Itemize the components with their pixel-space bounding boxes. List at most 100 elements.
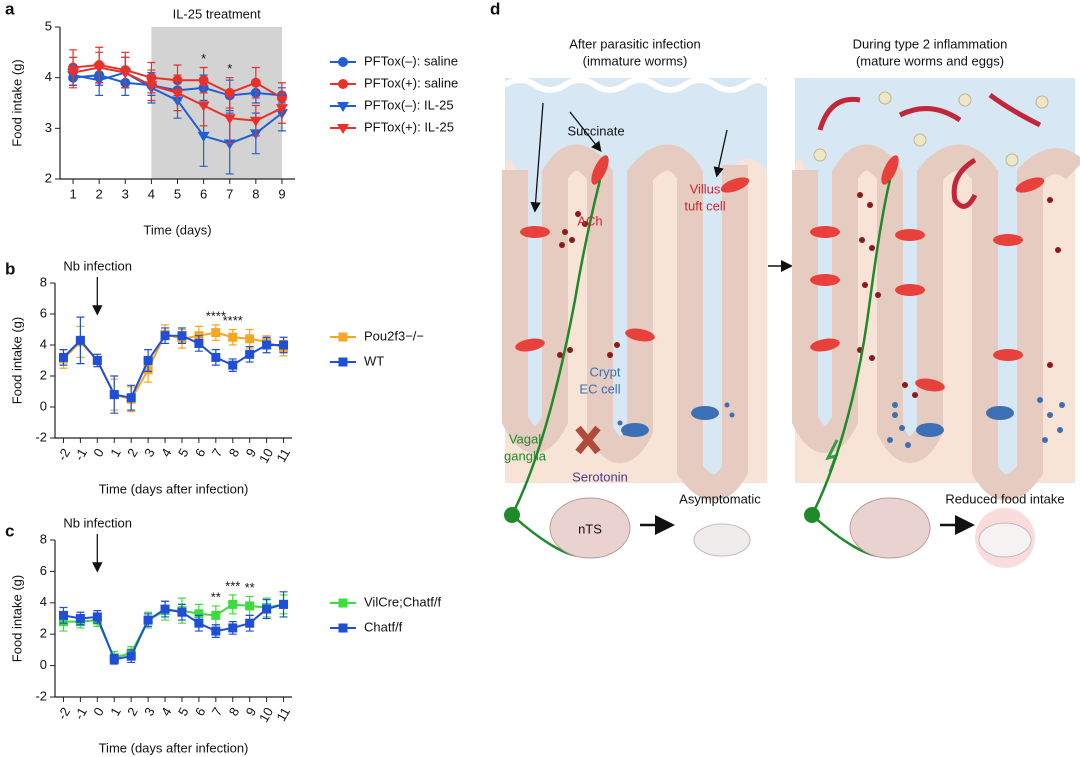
- marker: [279, 340, 289, 350]
- x-tick-label: 11: [273, 446, 293, 465]
- worms: [817, 92, 1042, 209]
- arrow: [569, 111, 602, 153]
- x-tick-label: 11: [273, 705, 293, 724]
- panel-letter: d: [490, 0, 500, 18]
- lumen-edge: [503, 77, 770, 93]
- marker: [245, 334, 255, 344]
- x-tick-label: 8: [252, 186, 259, 201]
- marker: [223, 139, 236, 150]
- y-tick-label: 8: [40, 274, 47, 289]
- x-tick-label: 5: [175, 446, 192, 460]
- panel-letter: a: [5, 0, 15, 18]
- legend-label: PFTox(+): saline: [364, 75, 458, 90]
- mouse: [978, 522, 1032, 558]
- significance: ****: [206, 308, 226, 323]
- marker: [228, 599, 238, 609]
- vagal-nerve: [510, 179, 602, 516]
- significance: ***: [225, 578, 240, 593]
- label: Serotonin: [572, 469, 628, 484]
- label: Vagal: [509, 431, 541, 446]
- marker: [109, 654, 119, 664]
- y-tick-label: 2: [40, 367, 47, 382]
- marker: [93, 63, 106, 74]
- x-tick-label: 6: [192, 446, 209, 460]
- x-tick-label: 10: [256, 705, 276, 725]
- block-x: [575, 425, 601, 455]
- x-tick-label: 1: [69, 186, 76, 201]
- ganglion: [804, 507, 820, 523]
- significance: **: [245, 580, 255, 595]
- x-tick-label: -1: [71, 705, 90, 723]
- shade: [151, 27, 282, 179]
- legend-marker: [338, 357, 348, 367]
- marker: [249, 116, 262, 127]
- legend-marker: [338, 332, 348, 342]
- y-axis-label: Food intake (g): [9, 317, 24, 404]
- marker: [245, 601, 255, 611]
- x-tick-label: 0: [90, 446, 107, 460]
- x-tick-label: 0: [90, 705, 107, 719]
- scene-title: (mature worms and eggs): [856, 53, 1004, 68]
- brainstem: [549, 497, 631, 559]
- legend-label: PFTox(–): saline: [364, 53, 458, 68]
- y-tick-label: 4: [40, 336, 47, 351]
- label: Villus: [690, 181, 721, 196]
- x-tick-label: 3: [141, 705, 158, 719]
- label: Reduced food intake: [945, 491, 1064, 506]
- label: EC cell: [579, 381, 620, 396]
- x-tick-label: 4: [158, 446, 175, 460]
- x-tick-label: 8: [226, 705, 243, 719]
- marker: [177, 331, 187, 341]
- label: ACh: [577, 213, 602, 228]
- marker: [75, 335, 85, 345]
- y-tick-label: 6: [40, 563, 47, 578]
- x-axis-label: Time (days after infection): [99, 481, 249, 496]
- x-tick-label: 5: [174, 186, 181, 201]
- scene-title: After parasitic infection: [569, 36, 701, 51]
- marker: [58, 610, 68, 620]
- marker: [211, 626, 221, 636]
- ach-dots: [557, 211, 620, 358]
- marker: [262, 604, 272, 614]
- label: tuft cell: [684, 198, 725, 213]
- marker: [211, 328, 221, 338]
- ganglion: [504, 507, 520, 523]
- vagal-nerve: [810, 179, 892, 516]
- marker: [211, 352, 221, 362]
- legend-marker: [338, 623, 348, 633]
- marker: [171, 88, 184, 99]
- marker: [194, 609, 204, 619]
- y-tick-label: 2: [45, 170, 52, 185]
- marker: [198, 75, 209, 86]
- marker: [160, 604, 170, 614]
- marker: [126, 393, 136, 403]
- legend-label: PFTox(–): IL-25: [364, 97, 454, 112]
- legend-label: PFTox(+): IL-25: [364, 119, 454, 134]
- tuft-cells: [810, 155, 1045, 392]
- significance: *: [201, 51, 206, 66]
- marker: [160, 331, 170, 341]
- arrow-label: Nb infection: [63, 258, 132, 273]
- marker: [194, 338, 204, 348]
- marker: [58, 352, 68, 362]
- legend-label: VilCre;Chatf/f: [364, 594, 441, 609]
- marker: [109, 390, 119, 400]
- marker: [197, 101, 210, 112]
- y-tick-label: 4: [45, 69, 52, 84]
- marker: [279, 599, 289, 609]
- scene-title: During type 2 inflammation: [853, 36, 1008, 51]
- x-tick-label: 6: [192, 705, 209, 719]
- y-tick-label: 8: [40, 531, 47, 546]
- label: Asymptomatic: [679, 491, 761, 506]
- x-tick-label: 5: [175, 705, 192, 719]
- x-tick-label: 3: [141, 446, 158, 460]
- lumen: [795, 78, 1075, 488]
- marker: [194, 618, 204, 628]
- x-tick-label: 2: [124, 446, 141, 460]
- marker: [250, 77, 261, 88]
- marker: [262, 340, 272, 350]
- x-axis-label: Time (days after infection): [99, 740, 249, 755]
- y-tick-label: 6: [40, 305, 47, 320]
- y-tick-label: 0: [40, 657, 47, 672]
